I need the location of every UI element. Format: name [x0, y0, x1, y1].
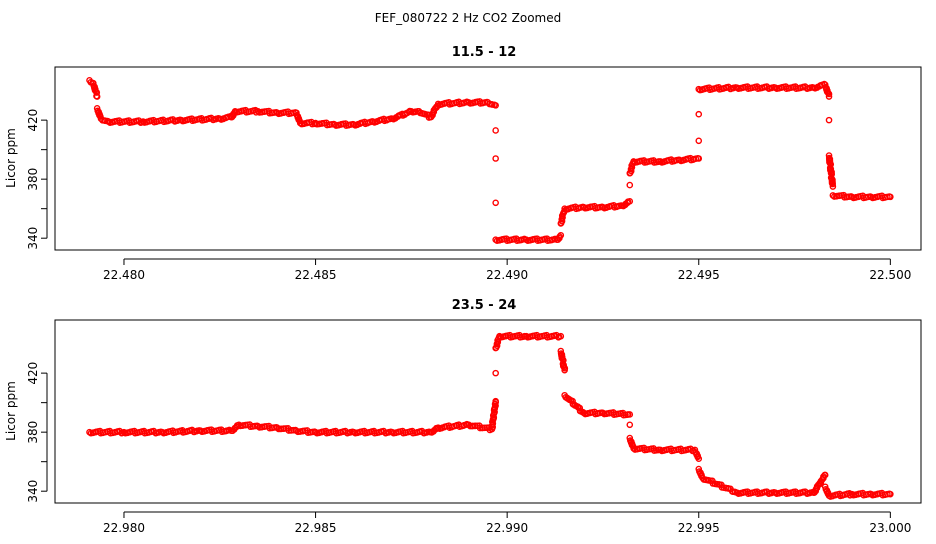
panel-2-y-tick-label: 420: [26, 362, 40, 385]
data-point: [825, 116, 833, 124]
data-point: [626, 421, 634, 429]
data-point: [465, 421, 473, 429]
panel-1-y-tick-label: 380: [26, 168, 40, 191]
panel-1-x-tick-label: 22.495: [678, 268, 720, 282]
data-point: [626, 197, 634, 205]
data-point: [96, 112, 103, 119]
panel-2-x-tick-label: 23.000: [869, 521, 911, 535]
panel-1-y-tick-label: 340: [26, 227, 40, 250]
panel-2-y-tick-label: 340: [26, 480, 40, 503]
panel-1-y-axis-label: Licor ppm: [4, 128, 18, 188]
panel-2-points: [86, 331, 894, 500]
data-point: [93, 93, 101, 100]
panel-2-y-axis: 340 380 420: [26, 362, 48, 503]
data-point: [695, 455, 703, 463]
panel-1-x-axis: 22.480 22.485 22.490 22.495 22.500: [103, 258, 911, 282]
data-point: [829, 183, 837, 190]
panel-1-y-axis: 340 380 420: [26, 109, 48, 250]
panel-2-x-axis: 22.980 22.985 22.990 22.995 23.000: [103, 511, 911, 535]
panel-2-x-tick-label: 22.980: [103, 521, 145, 535]
panel-1-title: 11.5 - 12: [452, 45, 517, 60]
panel-2-y-axis-label: Licor ppm: [4, 381, 18, 441]
data-point: [561, 366, 568, 374]
panel-1-y-tick-label: 420: [26, 109, 40, 132]
data-point: [695, 110, 703, 118]
data-point: [825, 93, 833, 100]
data-point: [825, 90, 833, 98]
data-point: [492, 199, 499, 207]
data-point: [492, 127, 499, 134]
data-point: [295, 116, 302, 124]
data-point: [695, 137, 703, 145]
data-point: [821, 471, 829, 479]
data-point: [492, 369, 499, 377]
panel-1-x-tick-label: 22.500: [869, 268, 911, 282]
data-point: [492, 155, 499, 162]
data-point: [626, 411, 634, 418]
data-point: [829, 180, 836, 188]
data-point: [887, 490, 894, 498]
panel-1-points: [86, 76, 894, 245]
data-point: [492, 102, 499, 109]
panel-2-title: 23.5 - 24: [452, 298, 517, 313]
panel-2-x-tick-label: 22.995: [678, 521, 720, 535]
panel-1-plot-frame: [54, 66, 922, 251]
panel-1-x-tick-label: 22.480: [103, 268, 145, 282]
data-point: [273, 424, 281, 432]
figure-title: FEF_080722 2 Hz CO2 Zoomed: [375, 11, 561, 25]
panel-2-x-tick-label: 22.990: [486, 521, 528, 535]
data-point: [628, 441, 636, 449]
data-point: [695, 155, 703, 162]
panel-2: 23.5 - 24 Licor ppm 22.980 22.985 22.990 22…: [4, 298, 922, 535]
data-point: [887, 193, 894, 201]
panel-1-x-tick-label: 22.485: [295, 268, 337, 282]
data-point: [93, 89, 101, 96]
panel-1-x-tick-label: 22.490: [486, 268, 528, 282]
data-point: [557, 231, 565, 239]
panel-2-plot-frame: [54, 319, 922, 504]
data-point: [492, 397, 499, 405]
data-point: [824, 89, 832, 97]
panel-1: 11.5 - 12 Licor ppm 22.480 22.485 22.490 22…: [4, 45, 922, 282]
panel-2-x-tick-label: 22.985: [295, 521, 337, 535]
data-point: [557, 332, 565, 340]
data-point: [626, 181, 634, 189]
panel-2-y-tick-label: 380: [26, 421, 40, 444]
